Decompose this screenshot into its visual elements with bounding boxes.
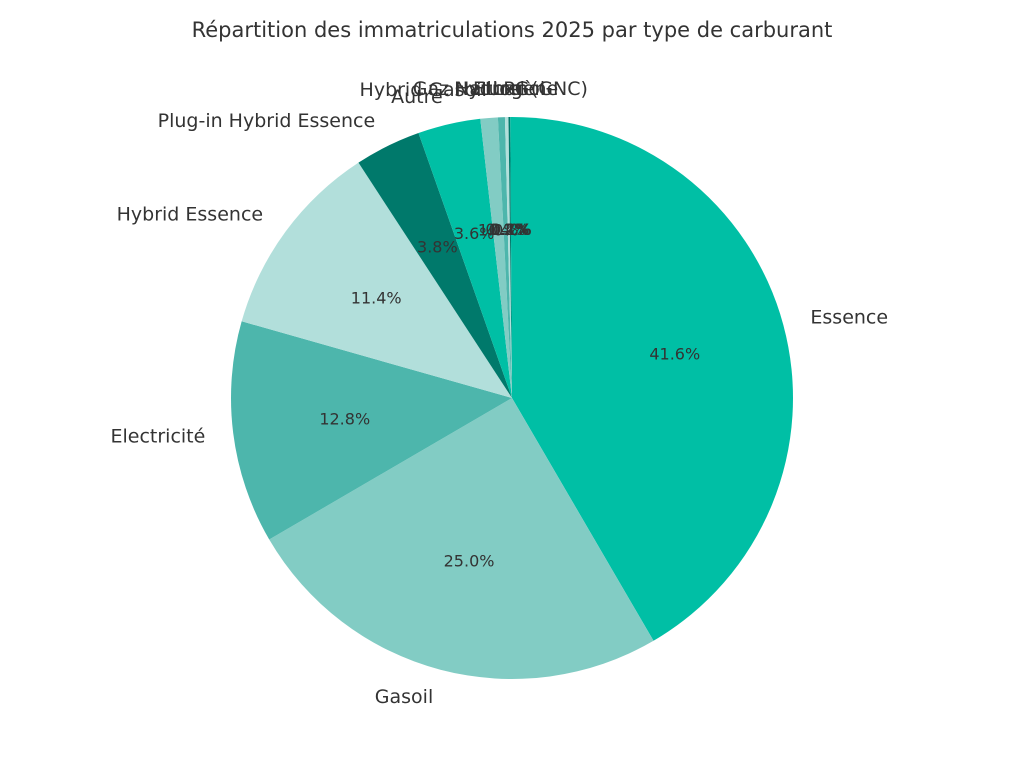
pie-slice (504, 117, 512, 398)
slice-percent-label: 3.6% (454, 224, 495, 243)
slice-percent-label: 25.0% (444, 552, 495, 571)
slice-percent-label: 0.1% (491, 220, 532, 239)
slice-category-label: Gaz Naturel (GNC) (413, 78, 588, 100)
pie-slice (358, 133, 512, 398)
slice-percent-label: 11.4% (351, 289, 402, 308)
slice-category-label: LPG (493, 78, 530, 100)
slice-category-label: Gasoil (375, 686, 433, 708)
slice-category-label: Electricité (111, 426, 206, 448)
slice-category-label: Essence (810, 306, 888, 328)
pie-slice (480, 117, 512, 398)
pie-slice (418, 118, 512, 398)
pie-slice (508, 117, 512, 398)
pie-slice (510, 117, 512, 398)
category-labels: Essence Gasoil Electricité Hybrid Essence Pl… (111, 78, 889, 708)
slice-percent-label: 0.4% (485, 220, 526, 239)
slice-category-label: Hybrid Essence (117, 204, 263, 226)
slice-percent-label: 3.8% (417, 237, 458, 256)
slice-percent-label: 1.0% (478, 220, 519, 239)
slice-category-label: Plug-in Hybrid Essence (158, 110, 376, 132)
pie-slice (241, 162, 512, 398)
slice-percent-label: 41.6% (649, 345, 700, 364)
pie-slices (230, 117, 793, 679)
slice-category-label: Hybrid Gasoil (360, 79, 487, 101)
slice-category-label: Hydrogène (454, 78, 558, 100)
pie-slice (269, 398, 654, 679)
slice-percent-label: 0.1% (490, 220, 531, 239)
slice-category-label: Ethanol (473, 78, 545, 100)
pie-slice (512, 117, 793, 641)
slice-category-label: Autre (391, 86, 443, 108)
pie-slice (230, 321, 513, 540)
percent-labels: 41.6% 25.0% 12.8% 11.4% 3.8%3.6%1.0%0.4%0.2%… (319, 220, 700, 571)
slice-percent-label: 0.2% (488, 220, 529, 239)
chart-title: Répartition des immatriculations 2025 pa… (192, 18, 833, 42)
pie-slice (497, 117, 512, 398)
slice-percent-label: 12.8% (319, 410, 370, 429)
